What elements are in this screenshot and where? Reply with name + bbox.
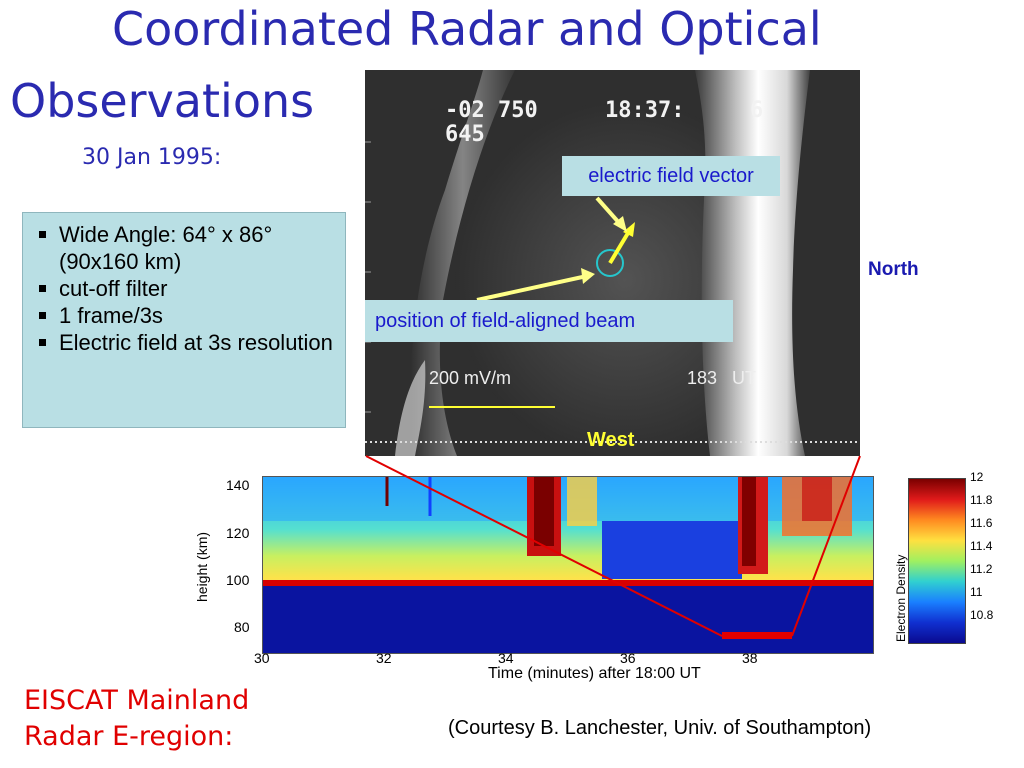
radar-plot: height (km) 140 120 100 80 30 32 34 36 3… — [190, 462, 993, 666]
overlay-time: 18:37: — [605, 98, 685, 123]
x-tick: 36 — [620, 650, 636, 666]
spec-item: Electric field at 3s resolution — [37, 329, 335, 356]
overlay-frame: 645 — [445, 122, 485, 147]
spec-item: 1 frame/3s — [37, 302, 335, 329]
colorbar-tick: 10.8 — [970, 608, 994, 622]
x-axis-label: Time (minutes) after 18:00 UT — [488, 665, 701, 682]
colorbar-tick: 11.6 — [970, 516, 993, 530]
overlay-coords: -02 750 — [445, 98, 538, 123]
beam-callout: position of field-aligned beam — [365, 300, 733, 342]
ut-time-label: 183 UT — [687, 368, 757, 388]
efield-callout: electric field vector — [562, 156, 780, 196]
x-tick: 32 — [376, 650, 392, 666]
north-label: North — [868, 259, 919, 280]
x-tick: 30 — [254, 650, 270, 666]
colorbar — [908, 478, 966, 644]
slide-title-line1: Coordinated Radar and Optical — [112, 2, 822, 56]
y-tick: 120 — [226, 525, 250, 541]
courtesy-credit: (Courtesy B. Lanchester, Univ. of Southa… — [448, 717, 872, 739]
eiscat-label-line1: EISCAT Mainland — [24, 685, 250, 716]
eiscat-label-line2: Radar E-region: — [24, 721, 234, 752]
radar-heatmap — [262, 476, 874, 654]
colorbar-tick: 11.2 — [970, 562, 993, 576]
slide-title-line2: Observations — [10, 74, 315, 128]
spec-item: Wide Angle: 64° x 86° (90x160 km) — [37, 221, 335, 275]
colorbar-tick: 11.8 — [970, 493, 993, 507]
date-label: 30 Jan 1995: — [82, 145, 222, 170]
spec-item: cut-off filter — [37, 275, 335, 302]
x-tick: 38 — [742, 650, 758, 666]
heatmap-frame — [262, 476, 874, 654]
y-tick: 100 — [226, 572, 250, 588]
y-tick: 80 — [234, 619, 250, 635]
y-tick: 140 — [226, 477, 250, 493]
colorbar-tick: 11.4 — [970, 539, 993, 553]
scale-label: 200 mV/m — [429, 368, 512, 388]
colorbar-tick: 12 — [970, 470, 984, 484]
camera-specs-box: Wide Angle: 64° x 86° (90x160 km) cut-of… — [22, 212, 346, 428]
west-label: West — [587, 429, 635, 451]
colorbar-tick: 11 — [970, 585, 983, 599]
overlay-seconds: 6 — [750, 98, 764, 123]
specs-list: Wide Angle: 64° x 86° (90x160 km) cut-of… — [37, 221, 335, 356]
x-tick: 34 — [498, 650, 514, 666]
